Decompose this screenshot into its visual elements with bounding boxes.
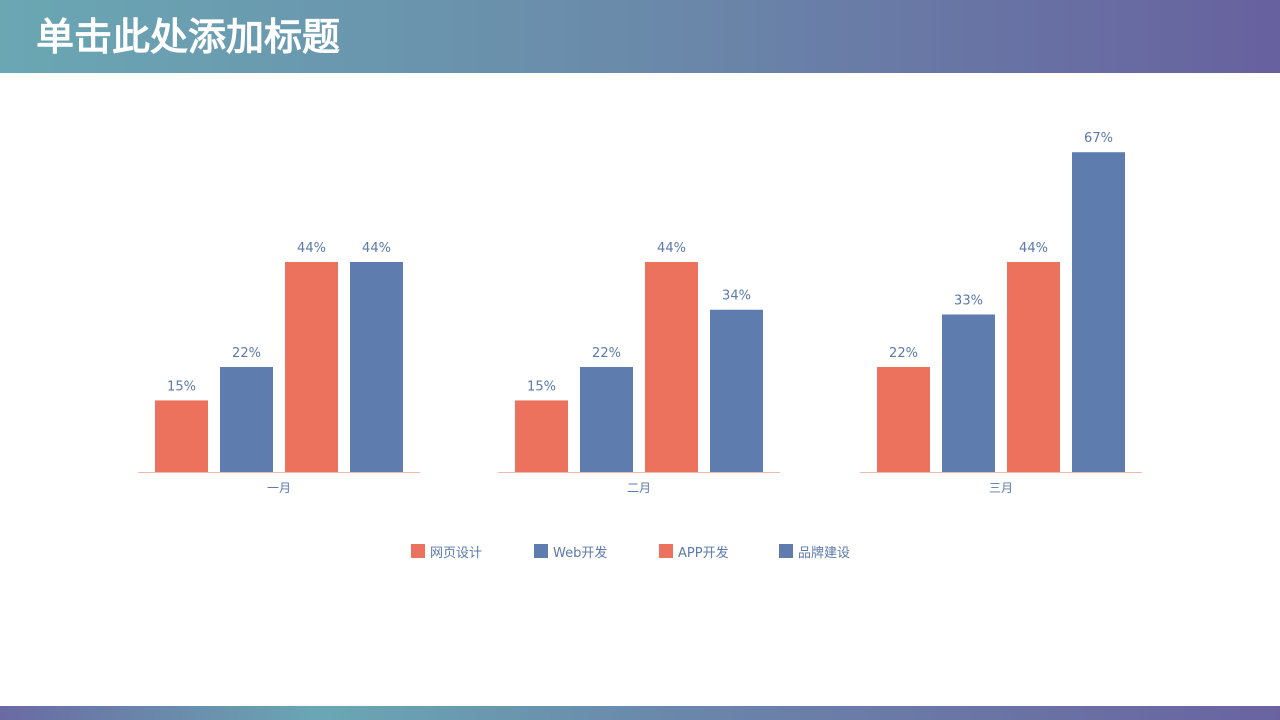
- data-label: 22%: [592, 346, 621, 361]
- legend-swatch: [534, 544, 548, 558]
- bar[interactable]: [942, 314, 995, 473]
- bar[interactable]: [220, 367, 273, 472]
- bar[interactable]: [155, 400, 208, 472]
- legend-swatch: [779, 544, 793, 558]
- legend-label: 品牌建设: [798, 545, 851, 561]
- x-tick-label: 一月: [267, 481, 291, 495]
- bar[interactable]: [1007, 262, 1060, 472]
- legend-item[interactable]: Web开发: [534, 541, 607, 561]
- legend-label: Web开发: [553, 545, 608, 561]
- data-label: 15%: [527, 379, 556, 394]
- bar[interactable]: [515, 400, 568, 472]
- data-label: 67%: [1084, 131, 1113, 146]
- data-label: 44%: [297, 241, 326, 256]
- data-label: 44%: [362, 241, 391, 256]
- data-label: 44%: [1019, 241, 1048, 256]
- data-label: 33%: [954, 294, 983, 309]
- legend-item[interactable]: APP开发: [659, 541, 729, 561]
- data-label: 22%: [889, 346, 918, 361]
- slide-title[interactable]: 单击此处添加标题: [36, 15, 341, 59]
- legend-item[interactable]: 网页设计: [411, 541, 482, 561]
- title-bar: 单击此处添加标题: [0, 0, 1280, 73]
- bar[interactable]: [580, 367, 633, 472]
- data-label: 22%: [232, 346, 261, 361]
- data-label: 34%: [722, 289, 751, 304]
- footer-bar: [0, 706, 1280, 720]
- x-tick-label: 二月: [627, 481, 651, 495]
- legend-item[interactable]: 品牌建设: [779, 541, 850, 561]
- bar[interactable]: [285, 262, 338, 472]
- bar[interactable]: [645, 262, 698, 472]
- bar[interactable]: [877, 367, 930, 472]
- legend-swatch: [411, 544, 425, 558]
- data-label: 15%: [167, 379, 196, 394]
- bar[interactable]: [350, 262, 403, 472]
- bar[interactable]: [710, 309, 763, 472]
- bar[interactable]: [1072, 152, 1125, 472]
- x-tick-label: 三月: [989, 481, 1013, 495]
- legend-label: APP开发: [678, 545, 729, 561]
- legend-swatch: [659, 544, 673, 558]
- legend-label: 网页设计: [430, 545, 483, 561]
- chart-legend: 网页设计 Web开发 APP开发 品牌建设: [0, 541, 1280, 561]
- data-label: 44%: [657, 241, 686, 256]
